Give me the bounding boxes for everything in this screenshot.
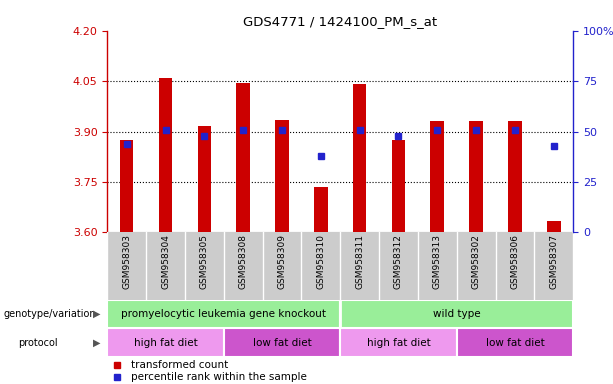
Text: GSM958308: GSM958308 <box>238 234 248 289</box>
Text: GSM958306: GSM958306 <box>511 234 519 289</box>
Text: promyelocytic leukemia gene knockout: promyelocytic leukemia gene knockout <box>121 309 326 319</box>
Bar <box>314 187 327 232</box>
Text: GSM958305: GSM958305 <box>200 234 209 289</box>
Bar <box>120 140 134 232</box>
Bar <box>197 126 211 232</box>
Text: GSM958304: GSM958304 <box>161 234 170 289</box>
Text: low fat diet: low fat diet <box>253 338 311 348</box>
Bar <box>237 83 250 232</box>
Bar <box>470 121 483 232</box>
Bar <box>547 220 560 232</box>
Text: protocol: protocol <box>18 338 58 348</box>
Text: high fat diet: high fat diet <box>134 338 197 348</box>
Bar <box>107 300 340 328</box>
Text: GSM958309: GSM958309 <box>278 234 286 289</box>
Text: high fat diet: high fat diet <box>367 338 430 348</box>
Text: genotype/variation: genotype/variation <box>3 309 96 319</box>
Bar <box>107 328 224 357</box>
Bar <box>224 328 340 357</box>
Text: GSM958303: GSM958303 <box>122 234 131 289</box>
Bar <box>275 120 289 232</box>
Bar <box>340 300 573 328</box>
Bar <box>508 121 522 232</box>
Title: GDS4771 / 1424100_PM_s_at: GDS4771 / 1424100_PM_s_at <box>243 15 437 28</box>
Bar <box>159 78 172 232</box>
Text: percentile rank within the sample: percentile rank within the sample <box>131 372 306 382</box>
Text: GSM958302: GSM958302 <box>471 234 481 289</box>
Text: GSM958311: GSM958311 <box>355 234 364 289</box>
Bar <box>457 328 573 357</box>
Text: transformed count: transformed count <box>131 360 228 370</box>
Text: ▶: ▶ <box>93 309 101 319</box>
Text: GSM958313: GSM958313 <box>433 234 442 289</box>
Text: GSM958310: GSM958310 <box>316 234 326 289</box>
Text: low fat diet: low fat diet <box>485 338 544 348</box>
Text: GSM958307: GSM958307 <box>549 234 558 289</box>
Text: GSM958312: GSM958312 <box>394 234 403 289</box>
Bar <box>430 121 444 232</box>
Bar <box>392 140 405 232</box>
Bar <box>340 328 457 357</box>
Bar <box>353 84 367 232</box>
Text: ▶: ▶ <box>93 338 101 348</box>
Text: wild type: wild type <box>433 309 481 319</box>
